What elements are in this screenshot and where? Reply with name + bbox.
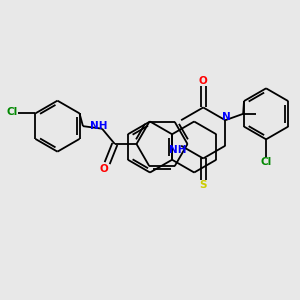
Text: Cl: Cl	[7, 107, 18, 117]
Text: O: O	[100, 164, 109, 173]
Text: NH: NH	[169, 145, 187, 155]
Text: Cl: Cl	[260, 157, 272, 167]
Text: O: O	[199, 76, 208, 86]
Text: N: N	[222, 112, 231, 122]
Text: NH: NH	[90, 121, 108, 131]
Text: S: S	[200, 180, 207, 190]
